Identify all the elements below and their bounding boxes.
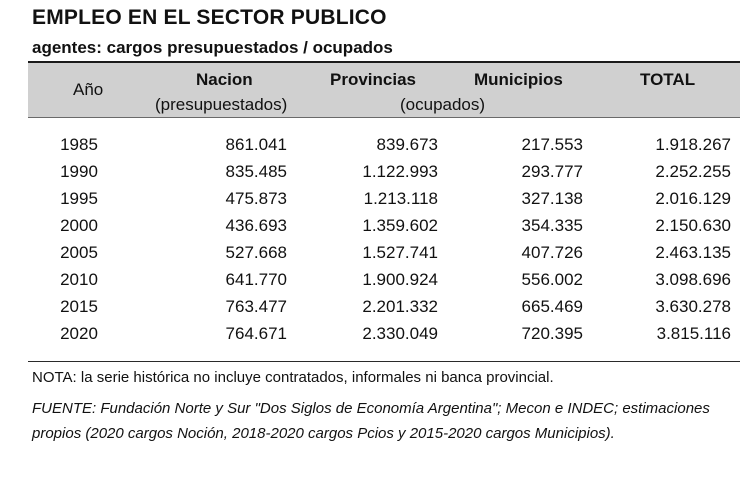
bottom-divider xyxy=(28,361,740,362)
cell-year: 2005 xyxy=(60,243,98,262)
cell-nacion: 641.770 xyxy=(225,270,287,289)
cell-nacion: 763.477 xyxy=(225,297,287,316)
cell-year: 1995 xyxy=(60,189,98,208)
header-ocupados-sub: (ocupados) xyxy=(400,95,486,114)
cell-provincias: 1.359.602 xyxy=(362,216,438,235)
cell-nacion: 835.485 xyxy=(225,162,287,181)
cell-provincias: 2.330.049 xyxy=(362,324,438,343)
cell-nacion: 764.671 xyxy=(225,324,287,343)
cell-year: 1985 xyxy=(60,135,98,154)
cell-year: 2010 xyxy=(60,270,98,289)
cell-municipios: 556.002 xyxy=(521,270,583,289)
header-year: Año xyxy=(73,80,104,99)
table-note: NOTA: la serie histórica no incluye cont… xyxy=(32,369,554,386)
cell-provincias: 1.527.741 xyxy=(362,243,438,262)
table-source: FUENTE: Fundación Norte y Sur "Dos Siglo… xyxy=(32,400,710,442)
cell-total: 3.815.116 xyxy=(656,324,731,343)
cell-provincias: 1.213.118 xyxy=(363,189,438,208)
top-divider xyxy=(28,61,740,63)
cell-total: 2.150.630 xyxy=(655,216,731,235)
cell-total: 1.918.267 xyxy=(655,135,731,154)
cell-municipios: 720.395 xyxy=(521,324,583,343)
cell-municipios: 327.138 xyxy=(521,189,583,208)
cell-provincias: 839.673 xyxy=(376,135,438,154)
cell-nacion: 475.873 xyxy=(225,189,287,208)
cell-year: 1990 xyxy=(60,162,98,181)
cell-year: 2015 xyxy=(60,297,98,316)
header-provincias: Provincias xyxy=(330,70,416,89)
cell-total: 2.252.255 xyxy=(655,162,731,181)
cell-municipios: 354.335 xyxy=(521,216,583,235)
cell-total: 2.016.129 xyxy=(655,189,731,208)
page-title: EMPLEO EN EL SECTOR PUBLICO xyxy=(32,6,387,29)
header-municipios: Municipios xyxy=(474,70,563,89)
cell-municipios: 665.469 xyxy=(521,297,583,316)
cell-provincias: 1.900.924 xyxy=(362,270,438,289)
cell-provincias: 2.201.332 xyxy=(362,297,438,316)
cell-nacion: 527.668 xyxy=(225,243,287,262)
header-nacion: Nacion xyxy=(196,70,253,89)
cell-municipios: 217.553 xyxy=(521,135,583,154)
cell-year: 2000 xyxy=(60,216,98,235)
cell-total: 3.098.696 xyxy=(655,270,731,289)
header-divider xyxy=(28,117,740,118)
page-subtitle: agentes: cargos presupuestados / ocupado… xyxy=(32,38,393,57)
cell-nacion: 436.693 xyxy=(225,216,287,235)
header-nacion-sub: (presupuestados) xyxy=(155,95,288,114)
cell-nacion: 861.041 xyxy=(225,135,287,154)
cell-municipios: 407.726 xyxy=(521,243,583,262)
cell-total: 3.630.278 xyxy=(655,297,731,316)
cell-year: 2020 xyxy=(60,324,98,343)
cell-provincias: 1.122.993 xyxy=(362,162,438,181)
cell-municipios: 293.777 xyxy=(521,162,583,181)
header-total: TOTAL xyxy=(640,70,696,89)
table-header xyxy=(28,63,740,117)
cell-total: 2.463.135 xyxy=(655,243,731,262)
